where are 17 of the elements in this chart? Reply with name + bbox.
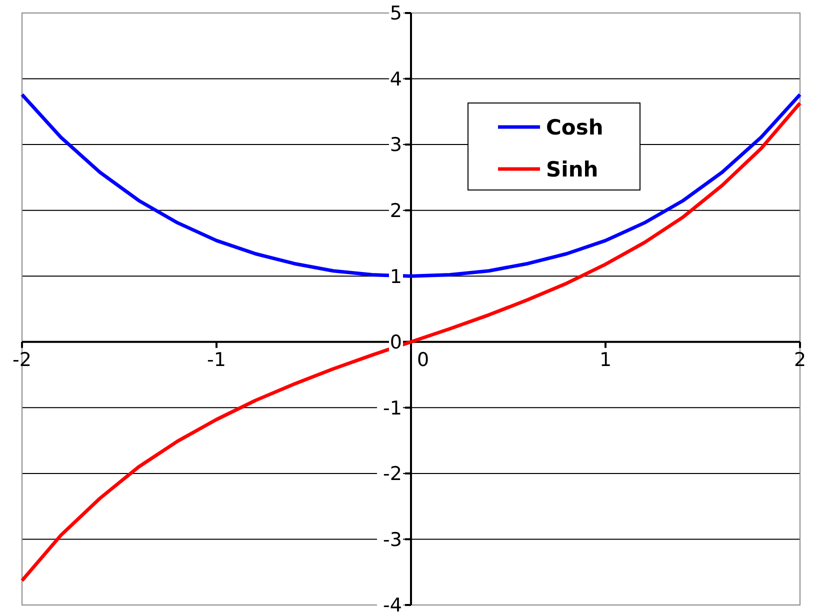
y-tick-label: -1 — [383, 397, 402, 420]
y-tick-label: -3 — [383, 528, 402, 551]
legend-label: Sinh — [546, 157, 598, 182]
legend-label: Cosh — [546, 115, 604, 140]
y-tick-label: 5 — [390, 2, 402, 25]
x-tick-label: -2 — [12, 348, 32, 371]
x-tick-label: 1 — [599, 348, 612, 371]
y-tick-label: -2 — [383, 463, 402, 486]
x-tick-label: -1 — [207, 348, 226, 371]
y-tick-label: 3 — [390, 134, 402, 156]
y-tick-label: 2 — [390, 200, 402, 222]
y-tick-label: -4 — [383, 594, 402, 614]
y-tick-label: 1 — [390, 266, 402, 288]
y-tick-label: 0 — [390, 332, 402, 354]
x-tick-label: 0 — [416, 348, 430, 371]
x-tick-label: 2 — [794, 348, 806, 371]
y-tick-label: 4 — [390, 68, 402, 90]
